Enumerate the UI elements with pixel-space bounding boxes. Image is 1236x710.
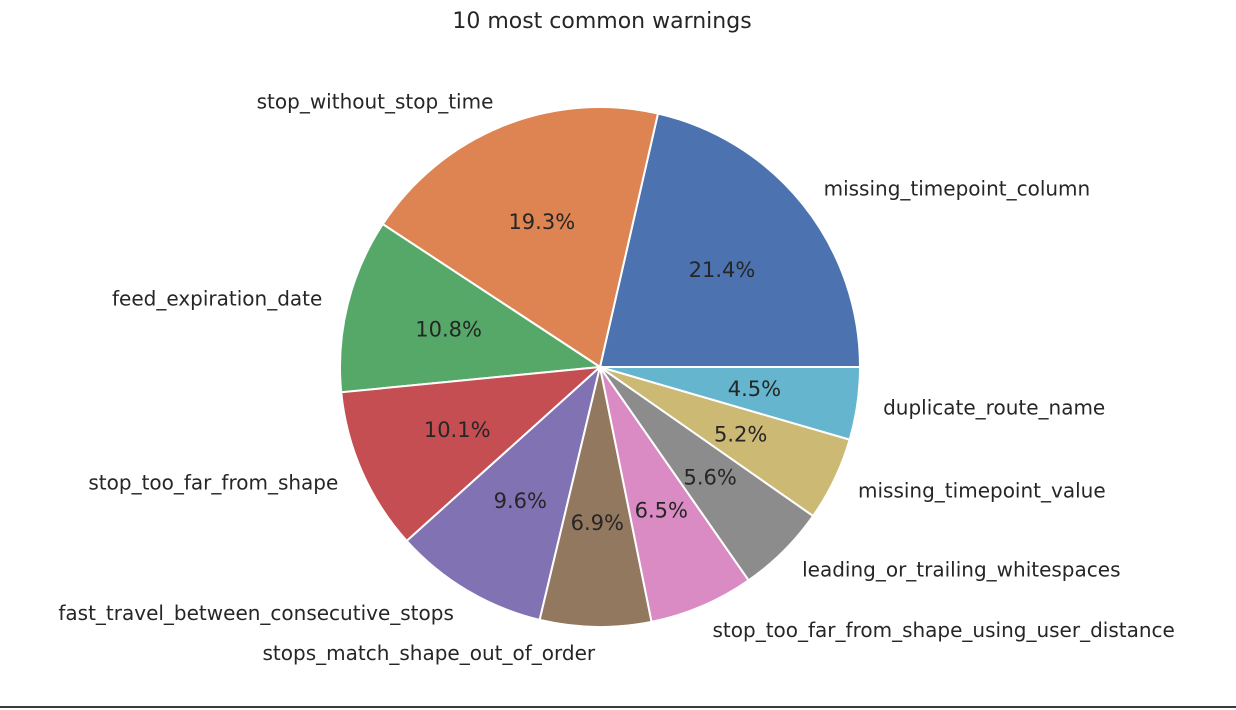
- percent-label: 10.8%: [415, 318, 482, 342]
- pie-slice: [405, 364, 602, 622]
- pie-slice: [598, 112, 862, 368]
- pie-slice: [381, 106, 660, 369]
- percent-label: 21.4%: [689, 258, 756, 282]
- category-label: fast_travel_between_consecutive_stops: [58, 601, 454, 625]
- percent-label: 5.2%: [714, 422, 767, 446]
- category-label: stops_match_shape_out_of_order: [263, 641, 596, 665]
- percent-label: 5.6%: [684, 465, 737, 489]
- category-label: stop_too_far_from_shape: [88, 470, 338, 494]
- percent-label: 9.6%: [494, 489, 547, 513]
- category-label: stop_without_stop_time: [257, 90, 494, 114]
- percent-label: 19.3%: [508, 210, 575, 234]
- pie-slice: [338, 222, 603, 394]
- percent-label: 6.5%: [635, 498, 688, 522]
- pie-slice: [538, 366, 653, 628]
- bottom-divider: [0, 706, 1236, 708]
- category-label: missing_timepoint_column: [824, 177, 1091, 201]
- category-label: leading_or_trailing_whitespaces: [802, 557, 1120, 581]
- pie-slice: [599, 366, 862, 441]
- category-label: missing_timepoint_value: [858, 479, 1106, 503]
- percent-label: 4.5%: [728, 377, 781, 401]
- percent-label: 6.9%: [571, 511, 624, 535]
- chart-title: 10 most common warnings: [452, 9, 751, 34]
- category-labels: missing_timepoint_column stop_without_sto…: [58, 90, 1174, 665]
- category-label: feed_expiration_date: [112, 286, 322, 310]
- pie-slices: [338, 106, 862, 628]
- category-label: stop_too_far_from_shape_using_user_dista…: [713, 618, 1175, 642]
- pie-slice: [340, 365, 603, 543]
- percent-label: 10.1%: [424, 418, 491, 442]
- category-label: duplicate_route_name: [883, 395, 1105, 419]
- percent-labels: 21.4% 19.3% 10.8% 10.1% 9.6% 6.9% 6.5% 5.6% 5.2%…: [415, 210, 781, 535]
